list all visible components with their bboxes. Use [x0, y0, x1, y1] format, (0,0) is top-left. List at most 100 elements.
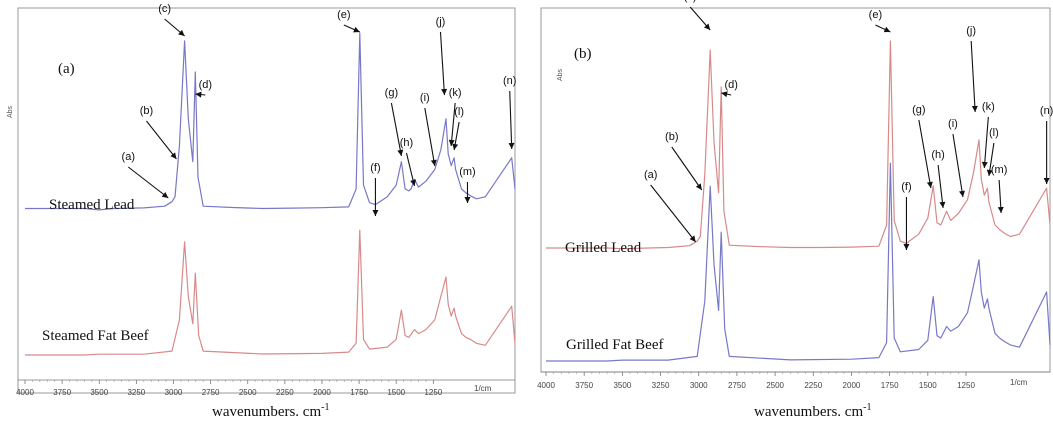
- peak-label: (n): [503, 75, 516, 87]
- peak-arrow-line: [146, 120, 177, 160]
- panel-label-a: (a): [58, 61, 75, 77]
- series-group-a: [25, 32, 516, 356]
- x-tick-label: 3000: [690, 381, 708, 390]
- x-tick-label: 1250: [424, 388, 442, 397]
- x-tick-label: 1500: [387, 388, 405, 397]
- series-label-steamed-fat-beef: Steamed Fat Beef: [42, 328, 149, 344]
- peak-annotations-b: (a) (b) (c) (d) (e) (f) (g) (h) (i) (j) (k) (l) (m) (…: [644, 0, 1053, 250]
- peak-label: (h): [400, 137, 413, 149]
- peak-arrow-head: [441, 88, 448, 95]
- peak-arrow-head: [1043, 178, 1050, 184]
- peak-arrow-head: [410, 179, 416, 186]
- peak-label: (d): [199, 79, 212, 91]
- peak-arrow-line: [671, 146, 703, 191]
- x-tick-label: 2500: [239, 388, 257, 397]
- x-tick-label: 1250: [957, 381, 975, 390]
- peak-arrow-line: [439, 31, 446, 96]
- x-unit-tick-a: 1/cm: [474, 384, 492, 393]
- abs-label-a: Abs: [7, 105, 14, 118]
- panel-label-b: (b): [574, 46, 592, 62]
- peak-arrow-line: [952, 133, 964, 198]
- peak-annotations-a: (a) (b) (c) (d) (e) (f) (g) (h) (i) (j) (k) (l) (m) (…: [122, 3, 516, 216]
- x-tick-label: 3250: [127, 388, 145, 397]
- peak-arrow-line: [424, 107, 436, 167]
- peak-arrow-line: [983, 116, 989, 169]
- peak-label: (e): [869, 9, 882, 21]
- peak-label: (n): [1040, 105, 1053, 117]
- peak-label: (k): [982, 101, 995, 113]
- peak-arrow-head: [721, 91, 728, 98]
- x-tick-label: 2750: [728, 381, 746, 390]
- x-axis-title-a: wavenumbers. cm-1: [212, 402, 329, 420]
- x-tick-label: 3500: [613, 381, 631, 390]
- x-tick-label: 2000: [843, 381, 861, 390]
- peak-arrow-head: [508, 142, 515, 149]
- peak-label: (l): [454, 106, 464, 118]
- peak-arrow-head: [161, 191, 169, 198]
- peak-arrow-line: [937, 164, 944, 209]
- peak-label: (l): [989, 127, 999, 139]
- x-ticks-a: 4000 3750 3500 3250 3000 2750 2500 2250 2000 1750…: [16, 380, 443, 397]
- peak-arrow-head: [695, 183, 702, 190]
- peak-label: (j): [966, 25, 976, 37]
- peak-arrow-line: [918, 119, 932, 189]
- peak-label: (m): [991, 164, 1008, 176]
- series-line-steamed-fat-beef: [25, 229, 516, 356]
- series-line-grilled-fat-beef: [546, 162, 1051, 362]
- x-tick-label: 1500: [919, 381, 937, 390]
- peak-arrow-line: [390, 102, 402, 157]
- peak-arrow-head: [452, 143, 459, 150]
- peak-arrow-head: [997, 206, 1004, 213]
- peak-label: (g): [385, 87, 398, 99]
- x-unit-tick-b: 1/cm: [1010, 378, 1028, 387]
- peak-label: (a): [122, 151, 135, 163]
- x-tick-label: 4000: [537, 381, 555, 390]
- x-tick-label: 2250: [276, 388, 294, 397]
- peak-arrow-line: [509, 90, 513, 150]
- panel-b: Abs (b) 4000 3750 3500 3250 3000 2750 2500 2250…: [537, 0, 1053, 420]
- peak-arrow-head: [903, 244, 910, 250]
- peak-arrow-head: [926, 181, 933, 188]
- peak-label: (c): [684, 0, 697, 3]
- series-label-grilled-fat-beef: Grilled Fat Beef: [566, 337, 663, 353]
- x-ticks-b: 4000 3750 3500 3250 3000 2750 2500 2250 2000 1750…: [537, 372, 975, 390]
- peak-arrow-head: [986, 169, 993, 176]
- x-tick-label: 1750: [881, 381, 899, 390]
- peak-arrow-head: [971, 105, 978, 112]
- peak-arrow-head: [397, 149, 404, 156]
- peak-arrow-head: [430, 159, 437, 166]
- peak-arrow-head: [939, 201, 946, 208]
- peak-arrow-head: [464, 197, 471, 203]
- peak-arrow-head: [195, 91, 202, 98]
- x-tick-label: 3750: [575, 381, 593, 390]
- x-tick-label: 2250: [804, 381, 822, 390]
- plot-frame-a: [17, 7, 516, 394]
- x-tick-label: 2000: [313, 388, 331, 397]
- peak-label: (a): [644, 169, 657, 181]
- peak-arrow-head: [178, 29, 185, 36]
- peak-arrow-head: [959, 190, 965, 197]
- peak-label: (h): [931, 149, 944, 161]
- peak-label: (g): [912, 104, 925, 116]
- peak-label: (k): [449, 87, 462, 99]
- peak-arrow-head: [448, 139, 455, 146]
- peak-arrow-head: [170, 152, 177, 159]
- peak-label: (b): [140, 105, 153, 117]
- series-label-steamed-lead: Steamed Lead: [49, 197, 135, 213]
- series-label-grilled-lead: Grilled Lead: [565, 240, 642, 256]
- x-axis-title-b: wavenumbers. cm-1: [754, 402, 871, 420]
- panel-a: Abs (a) 4000 3750 3500 3250 3000 2750 2500 2250…: [7, 3, 516, 420]
- x-tick-label: 3250: [652, 381, 670, 390]
- peak-arrow-head: [689, 235, 696, 242]
- peak-arrow-head: [981, 161, 988, 168]
- abs-label-b: Abs: [557, 68, 564, 81]
- x-tick-label: 1750: [350, 388, 368, 397]
- peak-arrow-line: [650, 184, 697, 243]
- peak-arrow-head: [883, 26, 891, 33]
- x-tick-label: 2500: [766, 381, 784, 390]
- peak-arrow-line: [127, 166, 169, 199]
- plot-frame-b: [540, 7, 1051, 373]
- peak-label: (b): [665, 131, 678, 143]
- peak-label: (f): [370, 162, 380, 174]
- peak-label: (i): [420, 92, 430, 104]
